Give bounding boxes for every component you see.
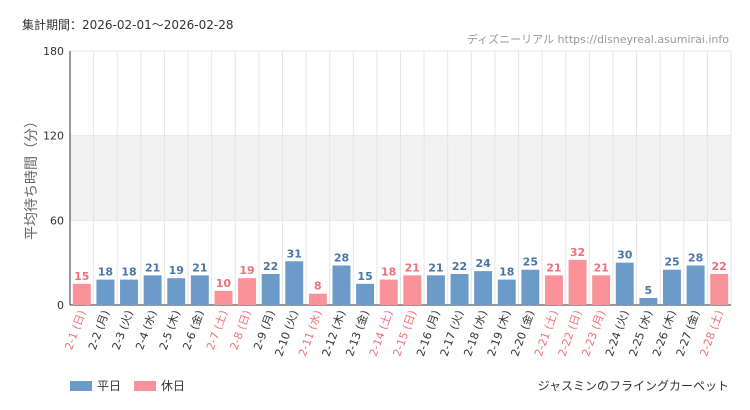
legend-label: 休日 [161,379,185,393]
value-label: 21 [145,261,160,274]
value-label: 21 [405,261,420,274]
value-label: 18 [121,266,136,279]
value-label: 32 [570,246,585,259]
x-tick-label: 2-3 (火) [110,309,136,352]
legend-swatch [70,381,92,391]
bar [426,275,445,305]
value-label: 18 [381,266,396,279]
x-tick-label: 2-8 (日) [228,309,254,352]
value-label: 15 [74,270,89,283]
value-label: 18 [499,266,514,279]
bar [403,275,422,305]
bar [474,271,493,305]
value-label: 24 [475,257,491,270]
bar [308,293,327,305]
x-tick-label: 2-2 (月) [86,309,112,352]
x-tick-label: 2-28 (土) [697,309,726,359]
bar [615,262,634,305]
bar [521,269,540,305]
data-labels: 15 18 18 21 19 21 10 19 22 31 8 28 15 18 21 21 22 24 18 25 2… [74,246,727,297]
y-tick-label: 60 [50,214,64,227]
value-label: 25 [523,256,538,269]
grid-lines [69,50,732,306]
bar [710,273,729,305]
bar [544,275,563,305]
bar [143,275,162,305]
value-label: 19 [169,264,184,277]
legend-swatch [134,381,156,391]
value-label: 22 [263,260,278,273]
x-tick-label: 2-9 (月) [251,309,277,352]
value-label: 15 [357,270,372,283]
bar [356,283,375,305]
value-label: 8 [314,280,322,293]
bar [379,279,398,305]
legend-label: 平日 [97,379,121,393]
bar [568,259,587,305]
bar [686,265,705,305]
source-credit: ディズニーリアル https://disneyreal.asumirai.inf… [467,32,729,46]
period-label: 集計期間：2026-02-01〜2026-02-28 [22,17,233,32]
bar [663,269,681,305]
bar [592,275,611,305]
value-label: 22 [452,260,467,273]
x-tick-label: 2-5 (木) [157,309,183,352]
value-label: 31 [287,247,302,260]
x-axis-ticks: 2-1 (日)2-2 (月)2-3 (火)2-4 (水)2-5 (木)2-6 (… [62,308,726,358]
value-label: 10 [216,277,232,290]
x-tick-label: 2-7 (土) [204,309,230,352]
bar [497,279,516,305]
y-tick-label: 180 [43,45,64,58]
x-tick-label: 2-6 (金) [179,308,206,351]
value-label: 28 [334,251,349,264]
attraction-name: ジャスミンのフライングカーペット [538,379,729,393]
y-axis-label: 平均待ち時間（分） [24,114,40,240]
value-label: 5 [645,284,653,297]
value-label: 21 [428,261,443,274]
value-label: 21 [192,261,207,274]
value-label: 25 [664,256,679,269]
value-label: 19 [239,264,254,277]
y-axis-ticks: 0 60 120 180 [43,45,64,312]
bar [450,273,469,305]
y-tick-label: 0 [57,299,64,312]
bar [72,283,91,305]
bar [214,290,233,305]
value-label: 21 [594,261,609,274]
bar [285,261,304,305]
x-tick-label: 2-4 (水) [133,309,159,352]
bar [639,297,658,305]
bar [120,279,138,305]
y-tick-label: 120 [43,130,64,143]
bar [261,273,280,305]
value-label: 22 [712,260,727,273]
bar [238,278,257,305]
bar [332,265,351,305]
bar [190,275,209,305]
bar [167,278,186,305]
value-label: 21 [546,261,561,274]
value-label: 18 [98,266,113,279]
bar [96,279,115,305]
x-tick-label: 2-1 (日) [62,309,88,352]
value-label: 30 [617,249,633,262]
value-label: 28 [688,251,703,264]
legend: 平日 休日 [70,379,185,393]
bar-series [72,259,729,305]
